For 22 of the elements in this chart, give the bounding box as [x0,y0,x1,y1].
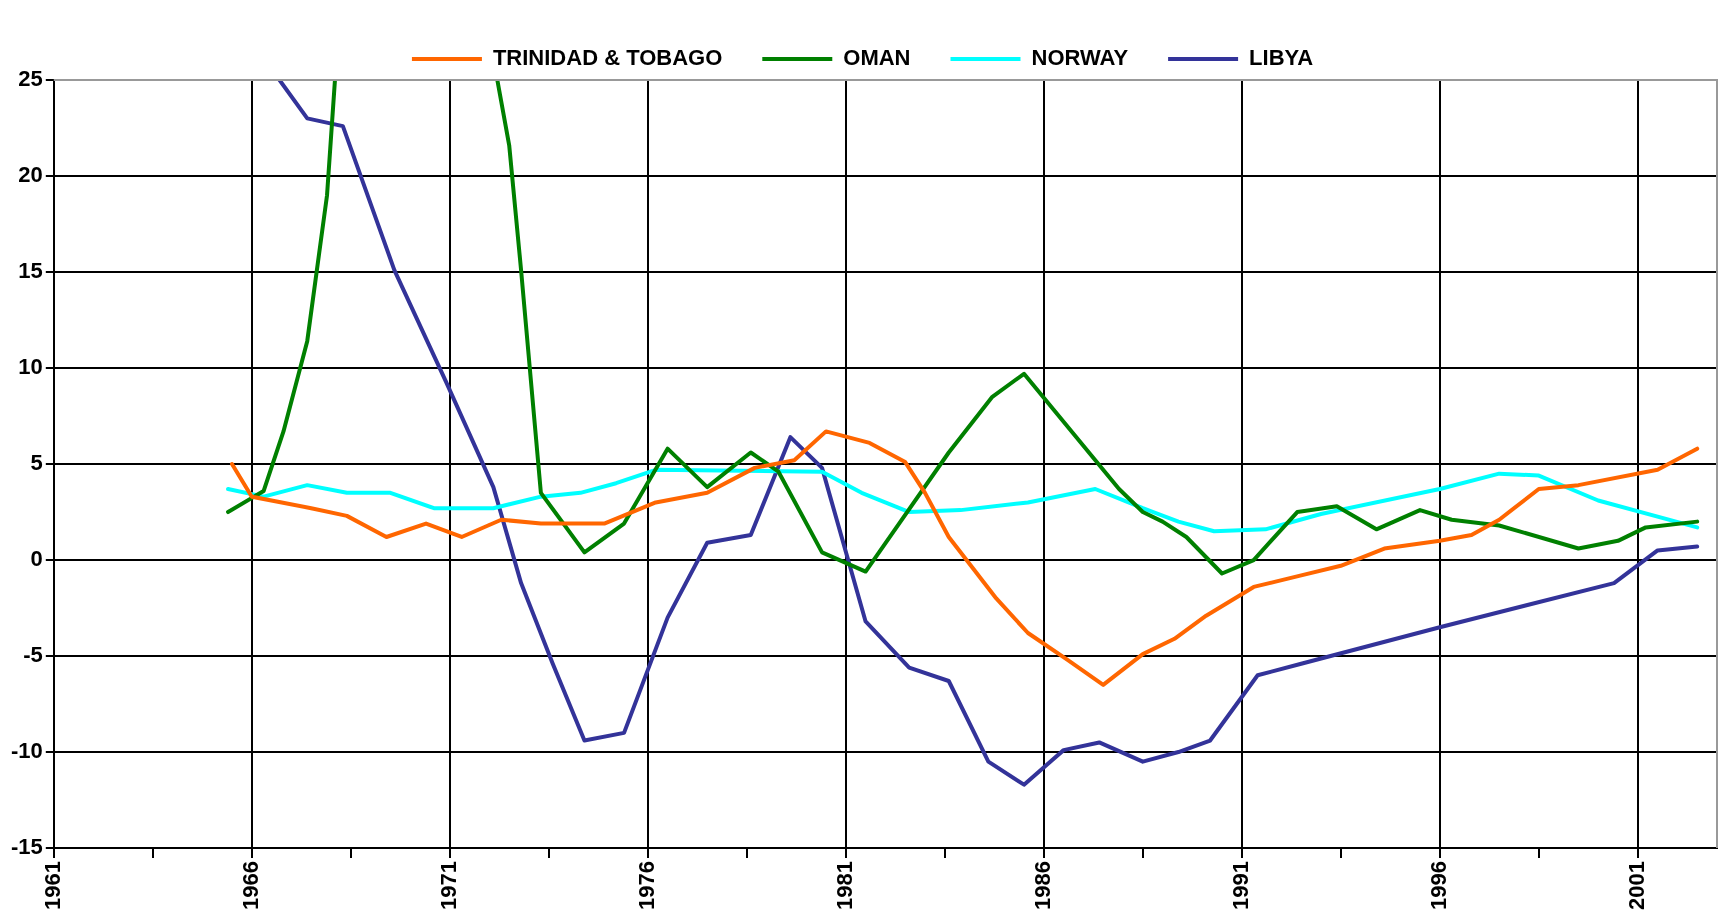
y-tick-label: 10 [18,354,43,380]
x-tick-label: 1991 [1227,861,1253,911]
y-tick-label: -15 [11,834,43,860]
y-tick-label: -5 [23,642,43,668]
x-tick-label: 1976 [633,861,659,911]
y-tick-label: 25 [18,66,43,92]
x-tick-label: 1961 [39,861,65,911]
x-tick-label: 1996 [1425,861,1451,911]
x-tick-label: 2001 [1623,861,1649,911]
y-tick-label: 5 [30,450,43,476]
y-tick-label: 0 [30,546,43,572]
y-tick-label: 15 [18,258,43,284]
y-tick-label: -10 [11,738,43,764]
legend-label: OMAN [843,45,911,71]
legend-label: TRINIDAD & TOBAGO [492,45,723,71]
legend-label: NORWAY [1031,45,1129,71]
x-tick-label: 1981 [831,861,857,911]
y-tick-label: 20 [18,162,43,188]
x-tick-label: 1966 [237,861,263,911]
legend-label: LIBYA [1249,45,1314,71]
x-tick-label: 1986 [1029,861,1055,911]
x-tick-label: 1971 [435,861,461,911]
